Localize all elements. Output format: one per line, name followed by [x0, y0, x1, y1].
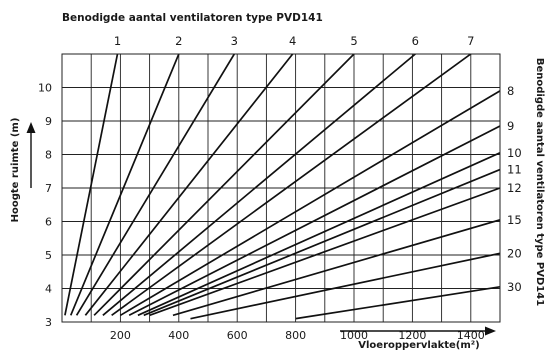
series-label-30: 30 — [507, 280, 522, 294]
y-tick-label: 8 — [45, 149, 52, 162]
x-tick-labels: 200 400 600 800 1000 1200 1400 — [110, 329, 485, 342]
x-tick-label: 1000 — [340, 329, 368, 342]
y-tick-label: 5 — [45, 249, 52, 262]
x-tick-label: 800 — [285, 329, 306, 342]
series-line-30 — [295, 285, 500, 320]
y-tick-label: 9 — [45, 115, 52, 128]
x-tick-label: 600 — [227, 329, 248, 342]
series-label-7: 7 — [467, 34, 474, 48]
y-axis-arrow-head — [26, 122, 36, 133]
series-label-3: 3 — [231, 34, 238, 48]
series-lines — [64, 54, 500, 320]
y-axis-label: Hoogte ruimte (m) — [10, 118, 21, 223]
series-line-12 — [149, 187, 500, 317]
series-label-11: 11 — [507, 163, 522, 177]
y-axis-label-group: Hoogte ruimte (m) — [10, 118, 36, 223]
y-tick-labels: 3 4 5 6 7 8 9 10 — [38, 82, 52, 330]
series-label-5: 5 — [350, 34, 357, 48]
right-axis-label: Benodigde aantal ventilatoren type PVD14… — [534, 58, 545, 306]
series-line-1 — [64, 54, 119, 316]
series-line-5 — [93, 54, 355, 316]
x-axis-arrow-head — [485, 326, 496, 336]
series-line-7 — [111, 54, 472, 316]
series-label-1: 1 — [114, 34, 121, 48]
series-label-20: 20 — [507, 246, 522, 260]
series-line-4 — [84, 54, 294, 316]
y-tick-label: 6 — [45, 216, 52, 229]
series-label-12: 12 — [507, 181, 522, 195]
series-line-9 — [128, 125, 500, 317]
series-line-15 — [172, 219, 500, 317]
series-line-8 — [119, 90, 500, 317]
series-label-10: 10 — [507, 146, 522, 160]
grid — [62, 54, 500, 322]
series-label-9: 9 — [507, 119, 514, 133]
series-line-3 — [75, 54, 236, 316]
chart-title: Benodigde aantal ventilatoren type PVD14… — [62, 12, 323, 24]
series-line-6 — [102, 54, 416, 316]
x-tick-label: 1400 — [457, 329, 485, 342]
x-tick-label: 400 — [168, 329, 189, 342]
x-axis-label: Vloeroppervlakte(m²) — [358, 340, 480, 351]
y-tick-label: 3 — [45, 316, 52, 329]
series-label-4: 4 — [289, 34, 296, 48]
x-tick-label: 200 — [110, 329, 131, 342]
series-label-6: 6 — [412, 34, 419, 48]
series-line-10 — [137, 152, 500, 317]
y-tick-label: 4 — [45, 283, 52, 296]
series-label-2: 2 — [175, 34, 182, 48]
x-tick-label: 1200 — [398, 329, 426, 342]
series-line-2 — [69, 54, 180, 316]
series-line-11 — [143, 168, 500, 317]
plot-frame — [61, 53, 501, 323]
series-label-8: 8 — [507, 84, 514, 98]
series-label-15: 15 — [507, 213, 522, 227]
x-axis-label-group: Vloeroppervlakte(m²) — [340, 326, 496, 351]
y-tick-label: 10 — [38, 82, 52, 95]
y-tick-label: 7 — [45, 182, 52, 195]
series-line-20 — [190, 252, 500, 320]
